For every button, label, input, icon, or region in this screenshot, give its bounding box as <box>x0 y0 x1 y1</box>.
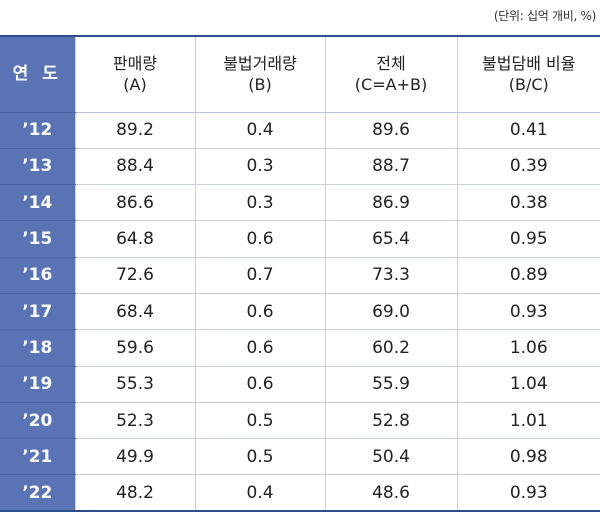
ratio-cell: 0.89 <box>456 257 600 294</box>
illicit-cell: 0.4 <box>194 474 325 512</box>
header-year-label: 연 도 <box>12 63 62 84</box>
table-row: ’16 72.6 0.7 73.3 0.89 <box>0 257 600 294</box>
ratio-cell: 1.01 <box>456 402 600 440</box>
sales-cell: 68.4 <box>74 293 195 331</box>
sales-cell: 55.3 <box>74 366 195 403</box>
sales-cell: 59.6 <box>74 329 195 367</box>
total-cell: 55.9 <box>324 366 457 403</box>
illicit-cell: 0.6 <box>194 293 325 331</box>
ratio-cell: 0.41 <box>456 112 600 149</box>
header-ratio-sub: (B/C) <box>508 75 549 95</box>
total-cell: 52.8 <box>324 402 457 440</box>
table-row: ’17 68.4 0.6 69.0 0.93 <box>0 293 600 331</box>
header-sales-label: 판매량 <box>112 54 158 74</box>
sales-cell: 49.9 <box>74 438 195 476</box>
header-ratio: 불법담배 비율 (B/C) <box>456 35 600 113</box>
header-illicit-sub: (B) <box>248 75 272 95</box>
total-cell: 48.6 <box>324 474 457 512</box>
header-sales: 판매량 (A) <box>74 35 195 113</box>
sales-cell: 64.8 <box>74 220 195 258</box>
illicit-cell: 0.3 <box>194 184 325 222</box>
illicit-cell: 0.7 <box>194 257 325 294</box>
total-cell: 86.9 <box>324 184 457 222</box>
year-cell: ’20 <box>0 402 75 440</box>
ratio-cell: 0.98 <box>456 438 600 476</box>
header-illicit: 불법거래량 (B) <box>194 35 325 113</box>
ratio-cell: 0.93 <box>456 474 600 512</box>
ratio-cell: 0.39 <box>456 148 600 186</box>
year-cell: ’21 <box>0 438 75 476</box>
table-row: ’12 89.2 0.4 89.6 0.41 <box>0 112 600 149</box>
year-cell: ’14 <box>0 184 75 222</box>
table-row: ’15 64.8 0.6 65.4 0.95 <box>0 220 600 258</box>
header-illicit-label: 불법거래량 <box>223 54 297 74</box>
unit-note: (단위: 십억 개비, %) <box>493 9 596 23</box>
illicit-cell: 0.6 <box>194 366 325 403</box>
year-cell: ’15 <box>0 220 75 258</box>
table-row: ’22 48.2 0.4 48.6 0.93 <box>0 474 600 512</box>
table-row: ’19 55.3 0.6 55.9 1.04 <box>0 366 600 403</box>
year-cell: ’12 <box>0 112 75 149</box>
illicit-cell: 0.6 <box>194 220 325 258</box>
sales-cell: 72.6 <box>74 257 195 294</box>
table-row: ’14 86.6 0.3 86.9 0.38 <box>0 184 600 222</box>
ratio-cell: 1.04 <box>456 366 600 403</box>
header-year: 연 도 <box>0 35 75 113</box>
table-header: 연 도 판매량 (A) 불법거래량 (B) 전체 (C=A+B) 불법담배 비율 (B/… <box>0 35 600 113</box>
table-row: ’13 88.4 0.3 88.7 0.39 <box>0 148 600 186</box>
ratio-cell: 1.06 <box>456 329 600 367</box>
header-total: 전체 (C=A+B) <box>324 35 457 113</box>
header-total-label: 전체 <box>376 54 406 74</box>
illicit-cell: 0.5 <box>194 438 325 476</box>
ratio-cell: 0.95 <box>456 220 600 258</box>
illicit-cell: 0.6 <box>194 329 325 367</box>
sales-cell: 86.6 <box>74 184 195 222</box>
year-cell: ’19 <box>0 366 75 403</box>
total-cell: 89.6 <box>324 112 457 149</box>
table-row: ’20 52.3 0.5 52.8 1.01 <box>0 402 600 440</box>
total-cell: 73.3 <box>324 257 457 294</box>
ratio-cell: 0.38 <box>456 184 600 222</box>
sales-cell: 52.3 <box>74 402 195 440</box>
data-table: 연 도 판매량 (A) 불법거래량 (B) 전체 (C=A+B) 불법담배 비율 (B/… <box>0 35 600 512</box>
year-cell: ’16 <box>0 257 75 294</box>
sales-cell: 88.4 <box>74 148 195 186</box>
table-row: ’18 59.6 0.6 60.2 1.06 <box>0 329 600 367</box>
total-cell: 88.7 <box>324 148 457 186</box>
illicit-cell: 0.4 <box>194 112 325 149</box>
year-cell: ’22 <box>0 474 75 512</box>
ratio-cell: 0.93 <box>456 293 600 331</box>
illicit-cell: 0.5 <box>194 402 325 440</box>
header-sales-sub: (A) <box>123 75 147 95</box>
header-row: 연 도 판매량 (A) 불법거래량 (B) 전체 (C=A+B) 불법담배 비율 (B/… <box>0 35 600 113</box>
header-total-sub: (C=A+B) <box>354 75 428 95</box>
sales-cell: 89.2 <box>74 112 195 149</box>
header-ratio-label: 불법담배 비율 <box>482 54 576 74</box>
sales-cell: 48.2 <box>74 474 195 512</box>
total-cell: 50.4 <box>324 438 457 476</box>
year-cell: ’13 <box>0 148 75 186</box>
year-cell: ’18 <box>0 329 75 367</box>
total-cell: 69.0 <box>324 293 457 331</box>
table-body: ’12 89.2 0.4 89.6 0.41’13 88.4 0.3 88.7 0.39’14 8… <box>0 112 600 512</box>
total-cell: 60.2 <box>324 329 457 367</box>
year-cell: ’17 <box>0 293 75 331</box>
total-cell: 65.4 <box>324 220 457 258</box>
illicit-cell: 0.3 <box>194 148 325 186</box>
table-row: ’21 49.9 0.5 50.4 0.98 <box>0 438 600 476</box>
